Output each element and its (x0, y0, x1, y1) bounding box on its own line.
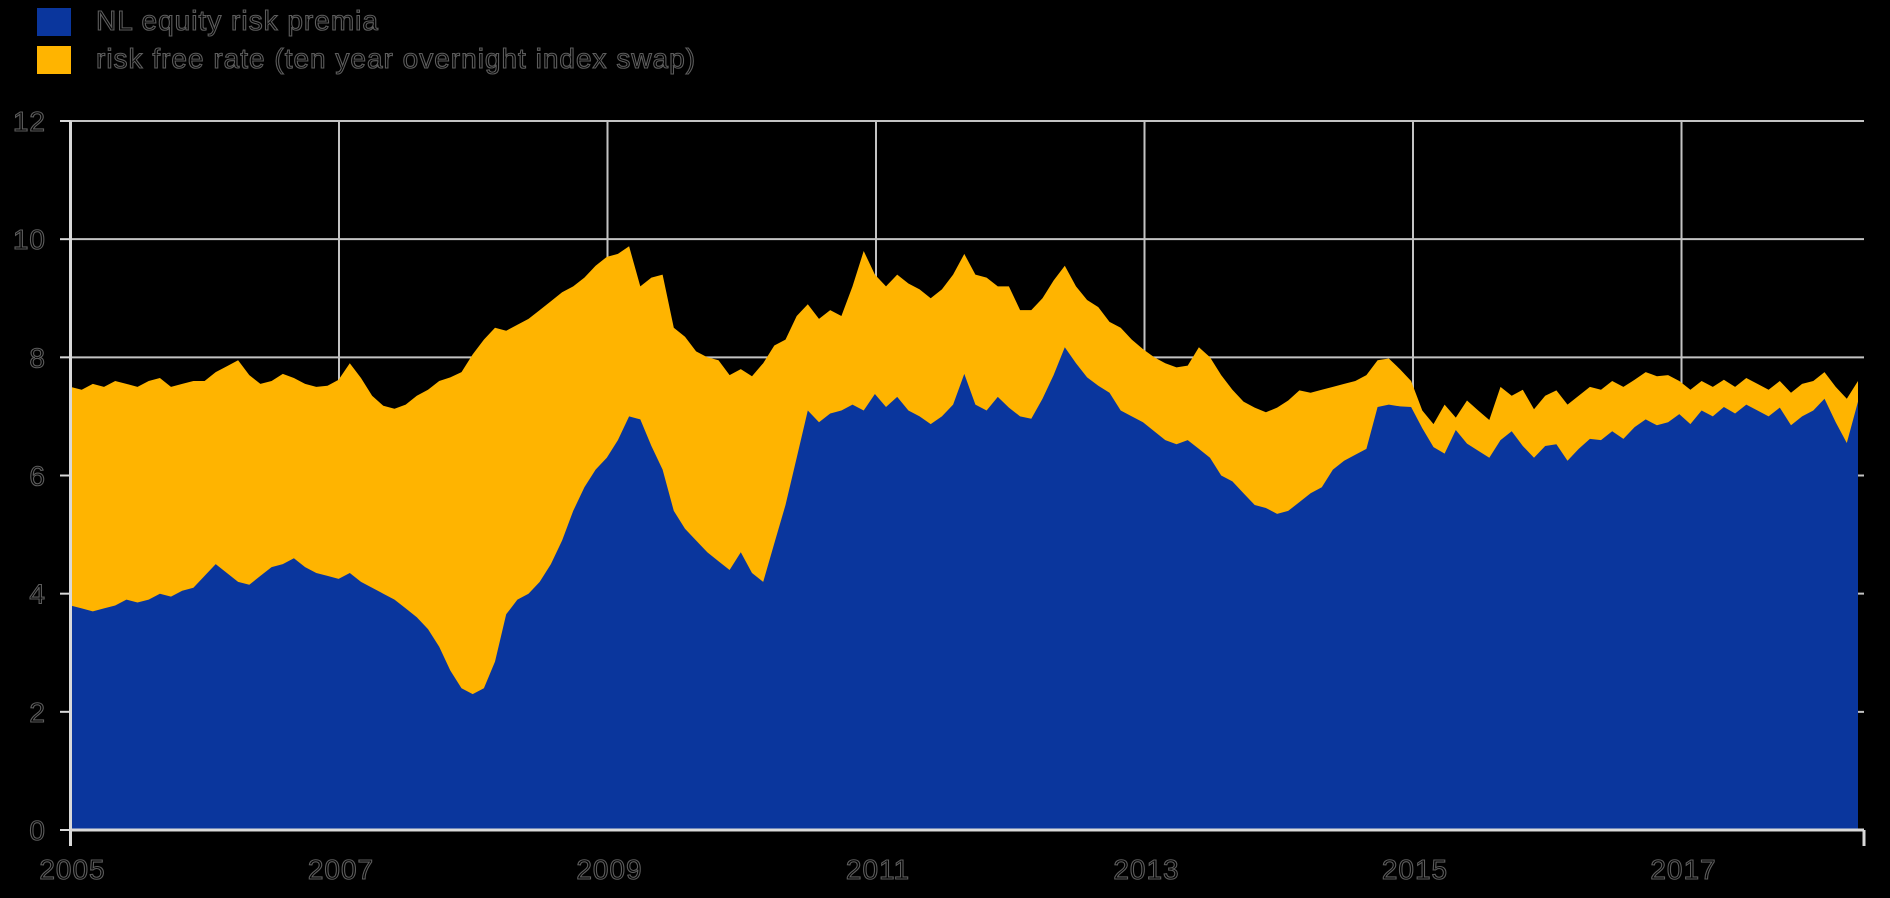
x-axis-labels: 2005 2007 2009 2011 2013 2015 2017 (39, 853, 1716, 885)
y-tick-label: 0 (29, 815, 46, 846)
x-tick-label: 2007 (308, 854, 374, 885)
y-tick-label: 10 (13, 224, 46, 255)
y-tick-label: 6 (29, 461, 46, 492)
legend-swatch-equity-risk-premia (37, 8, 71, 36)
legend-label-equity-risk-premia: NL equity risk premia (96, 5, 379, 36)
x-tick-label: 2011 (846, 854, 910, 885)
y-tick-label: 8 (29, 342, 46, 373)
y-tick-label: 4 (29, 579, 46, 610)
x-tick-label: 2009 (576, 854, 642, 885)
y-axis-labels: 0 2 4 6 8 10 12 (12, 105, 46, 846)
legend: NL equity risk premia risk free rate (te… (37, 4, 696, 75)
y-tick-label: 2 (29, 697, 46, 728)
x-tick-label: 2013 (1113, 854, 1179, 885)
x-tick-label: 2017 (1650, 854, 1716, 885)
equity-risk-premia-area (70, 347, 1858, 830)
x-tick-label: 2015 (1382, 854, 1448, 885)
x-tick-label: 2005 (39, 854, 105, 885)
y-tick-label: 12 (13, 106, 46, 137)
legend-swatch-risk-free-rate (37, 46, 71, 74)
legend-label-risk-free-rate: risk free rate (ten year overnight index… (96, 43, 696, 74)
axes (60, 120, 1866, 846)
